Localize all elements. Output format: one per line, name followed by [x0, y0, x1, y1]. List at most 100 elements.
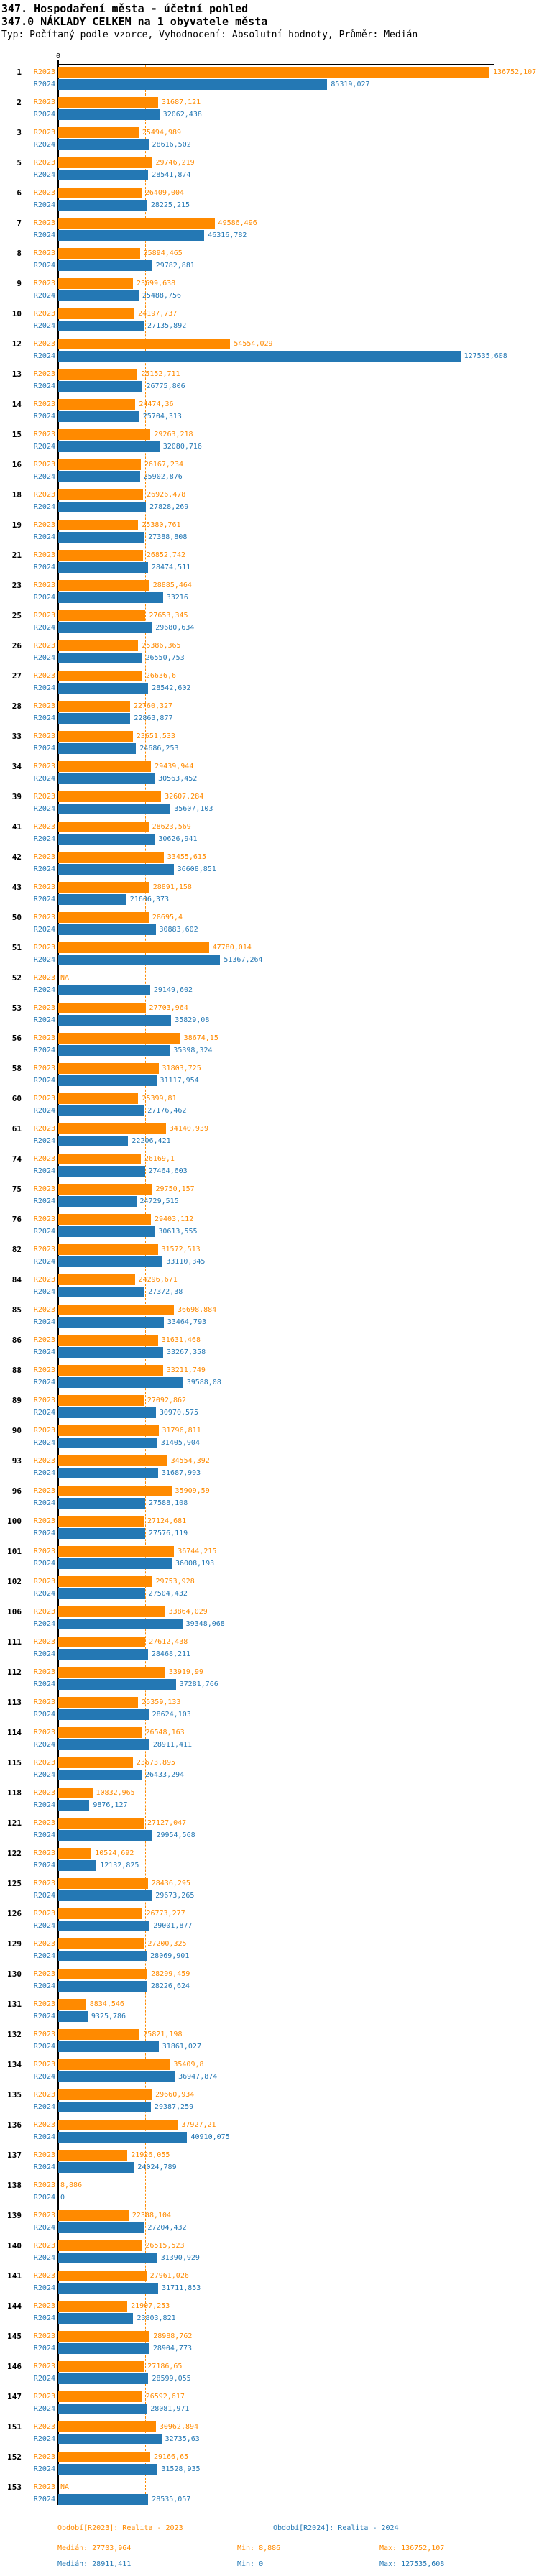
value-label-r2023: 29439,944 — [155, 763, 194, 770]
value-label-r2023: 8,886 — [60, 2181, 83, 2189]
bar-r2024 — [58, 1226, 155, 1237]
bar-r2024 — [58, 1709, 149, 1720]
group-number: 8 — [17, 249, 22, 258]
bar-r2023 — [58, 610, 146, 621]
value-label-r2023: 21926,055 — [131, 2151, 170, 2159]
bar-r2023 — [58, 822, 149, 832]
series-label-r2023: R2023 — [33, 1155, 55, 1163]
stat-median-r2023: Medián: 27703,964 — [57, 2544, 132, 2552]
bar-r2024 — [58, 1679, 176, 1690]
bar-r2023 — [58, 1395, 144, 1406]
value-label-r2023: 33211,749 — [166, 1366, 206, 1374]
group-number: 13 — [11, 369, 22, 379]
group-number: 26 — [11, 641, 22, 650]
bar-r2024 — [58, 1438, 157, 1448]
group-number: 1 — [17, 68, 22, 77]
value-label-r2024: 39348,068 — [185, 1620, 225, 1628]
series-label-r2023: R2023 — [33, 853, 55, 861]
group-number: 129 — [7, 1939, 22, 1949]
bar-r2024 — [58, 1045, 170, 1056]
value-label-r2023: 26169,1 — [144, 1155, 175, 1163]
series-label-r2023: R2023 — [33, 1397, 55, 1404]
series-label-r2023: R2023 — [33, 1880, 55, 1887]
series-label-r2023: R2023 — [33, 2181, 55, 2189]
bar-r2024 — [58, 1588, 145, 1599]
series-label-r2024: R2024 — [33, 1741, 55, 1749]
group-number: 82 — [11, 1245, 22, 1254]
series-label-r2024: R2024 — [33, 2163, 55, 2171]
series-label-r2024: R2024 — [33, 1016, 55, 1024]
bar-r2024 — [58, 79, 328, 90]
series-label-r2023: R2023 — [33, 1125, 55, 1133]
value-label-r2023: 26515,523 — [145, 2242, 185, 2250]
value-label-r2024: 35829,08 — [175, 1016, 210, 1024]
series-label-r2023: R2023 — [33, 1578, 55, 1586]
value-label-r2023: 35909,59 — [175, 1487, 210, 1495]
value-label-r2024: 29149,602 — [153, 986, 193, 994]
series-label-r2024: R2024 — [33, 986, 55, 994]
value-label-r2023: 36744,215 — [178, 1547, 217, 1555]
series-label-r2024: R2024 — [33, 1439, 55, 1447]
value-label-r2024: 29680,634 — [155, 624, 195, 632]
series-label-r2024: R2024 — [33, 1801, 55, 1809]
group-number: 125 — [7, 1879, 22, 1888]
group-number: 28 — [11, 702, 22, 711]
series-label-r2024: R2024 — [33, 141, 55, 149]
bar-r2024 — [58, 411, 139, 422]
series-label-r2024: R2024 — [33, 1862, 55, 1869]
value-label-r2023: 21907,253 — [131, 2302, 170, 2310]
series-label-r2023: R2023 — [33, 702, 55, 710]
value-label-r2023: 33455,615 — [167, 853, 206, 861]
series-label-r2023: R2023 — [33, 1034, 55, 1042]
bar-r2024 — [58, 2373, 149, 2384]
bar-r2023 — [58, 882, 149, 893]
series-label-r2023: R2023 — [33, 1215, 55, 1223]
series-label-r2023: R2023 — [33, 1457, 55, 1465]
group-number: 61 — [11, 1124, 22, 1133]
value-label-r2024: 26775,806 — [146, 382, 185, 390]
series-label-r2024: R2024 — [33, 2254, 55, 2262]
series-label-r2024: R2024 — [33, 714, 55, 722]
group-number: 33 — [11, 732, 22, 741]
series-label-r2024: R2024 — [33, 745, 55, 753]
bar-r2024 — [58, 1105, 144, 1116]
value-label-r2024: 35607,103 — [174, 805, 213, 813]
value-label-r2023: 26409,004 — [144, 189, 185, 197]
group-number: 113 — [7, 1698, 22, 1707]
group-number: 10 — [11, 309, 22, 318]
bar-r2023 — [58, 2271, 147, 2281]
stat-min-r2023: Min: 8,886 — [237, 2544, 281, 2552]
series-label-r2023: R2023 — [33, 2091, 55, 2099]
series-label-r2024: R2024 — [33, 835, 55, 843]
value-label-r2023: 36698,884 — [178, 1306, 217, 1314]
value-label-r2024: 36947,874 — [178, 2073, 218, 2081]
series-label-r2023: R2023 — [33, 823, 55, 831]
value-label-r2023: 25152,711 — [141, 370, 180, 378]
bar-r2024 — [58, 562, 148, 573]
value-label-r2023: 34554,392 — [170, 1457, 210, 1465]
bar-r2023 — [58, 852, 164, 862]
group-number: 90 — [11, 1426, 22, 1435]
series-label-r2023: R2023 — [33, 642, 55, 650]
group-number: 131 — [7, 2000, 22, 2009]
series-label-r2023: R2023 — [33, 340, 55, 348]
bar-r2023 — [58, 1455, 167, 1466]
bar-r2024 — [58, 290, 139, 301]
group-number: 122 — [7, 1849, 22, 1858]
bar-r2023 — [58, 1244, 158, 1255]
series-label-r2024: R2024 — [33, 1137, 55, 1145]
bar-r2024 — [58, 109, 160, 120]
bar-r2023 — [58, 2361, 144, 2372]
bar-r2024 — [58, 2253, 157, 2263]
series-label-r2024: R2024 — [33, 2435, 55, 2443]
bar-r2024 — [58, 1860, 97, 1871]
value-label-r2024: 29673,265 — [155, 1892, 195, 1900]
value-label-r2024: 30613,555 — [158, 1228, 198, 1236]
value-label-r2023: 28695,4 — [152, 914, 183, 921]
bar-r2023 — [58, 1274, 135, 1285]
value-label-r2024: 36608,851 — [177, 865, 216, 873]
bar-r2023 — [58, 550, 143, 561]
value-label-r2023: 33919,99 — [168, 1668, 203, 1676]
value-label-r2024: 30970,575 — [159, 1409, 199, 1417]
series-label-r2023: R2023 — [33, 310, 55, 318]
